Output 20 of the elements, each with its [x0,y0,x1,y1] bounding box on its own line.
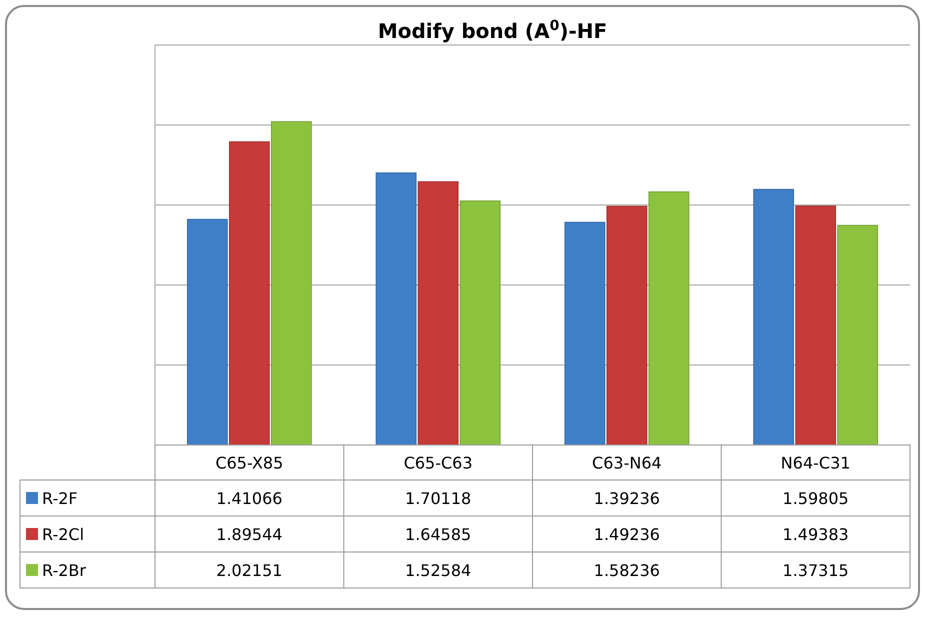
chart-title: Modify bond (A$^{0}$)-HF [378,18,608,43]
data-label: 1.70118 [405,489,472,508]
x-tick-label: C63-N64 [592,454,662,472]
data-label: 1.59805 [782,489,849,508]
data-label: 1.39236 [594,489,660,508]
data-label: 1.64585 [405,525,472,544]
legend-label: R-2Cl [42,525,84,544]
x-tick-label: C65-X85 [215,454,284,472]
data-label: 1.41066 [216,489,282,508]
data-label: 2.02151 [216,561,282,580]
x-tick-label: C65-C63 [404,454,473,472]
data-label: 1.49383 [782,525,849,544]
data-label: 1.58236 [594,561,660,580]
data-label: 1.37315 [782,561,849,580]
legend-label: R-2Br [42,561,86,580]
legend-label: R-2F [42,489,78,508]
data-label: 1.49236 [594,525,660,544]
x-tick-label: N64-C31 [780,454,850,472]
data-label: 1.52584 [405,561,472,580]
data-label: 1.89544 [216,525,282,544]
